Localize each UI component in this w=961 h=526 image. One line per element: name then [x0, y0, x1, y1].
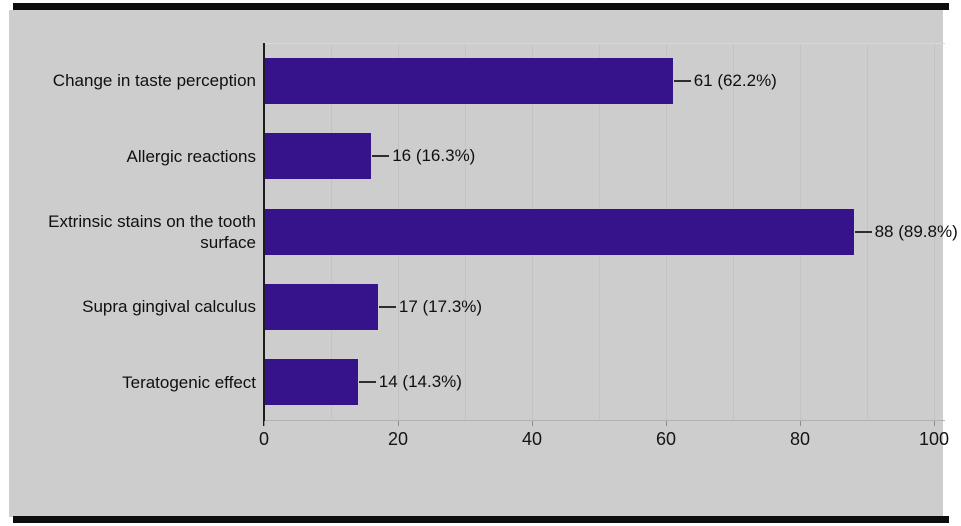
x-tick-label: 20: [387, 429, 409, 449]
bar: [264, 133, 372, 180]
callout-line: [358, 381, 376, 384]
category-label: Change in taste perception: [52, 71, 256, 91]
x-tick-label: 60: [655, 429, 677, 449]
x-tick: [532, 421, 533, 426]
plot-top-border: [264, 43, 945, 44]
bar: [264, 359, 358, 406]
value-label: 61 (62.2%): [693, 70, 777, 90]
category-label: Allergic reactions: [126, 146, 256, 166]
bar: [264, 57, 673, 104]
chart-panel: Change in taste perception 61 (62.2%) Alle…: [9, 10, 958, 517]
x-tick: [800, 421, 801, 426]
callout-line: [854, 230, 872, 233]
callout-line: [673, 79, 691, 82]
x-tick-label: 40: [521, 429, 543, 449]
value-label: 88 (89.8%): [874, 221, 958, 241]
category-label: Extrinsic stains on the tooth surface: [48, 211, 256, 252]
bar-chart: Change in taste perception 61 (62.2%) Alle…: [9, 10, 958, 517]
x-tick-label: 100: [918, 429, 950, 449]
x-tick-label: 0: [258, 429, 269, 449]
x-tick: [934, 421, 935, 426]
bar: [264, 283, 378, 330]
value-label: 17 (17.3%): [398, 296, 483, 316]
gridline: [934, 43, 935, 420]
x-axis-line: [264, 420, 945, 421]
callout-line: [372, 155, 390, 158]
category-label: Supra gingival calculus: [82, 297, 256, 317]
x-tick-label: 80: [789, 429, 811, 449]
x-tick: [398, 421, 399, 426]
x-tick: [666, 421, 667, 426]
callout-line: [378, 305, 396, 308]
category-label: Teratogenic effect: [122, 372, 256, 392]
y-axis-line: [263, 43, 265, 426]
value-label: 14 (14.3%): [378, 372, 462, 392]
letterbox-band-bottom: [13, 516, 949, 523]
value-label: 16 (16.3%): [392, 146, 476, 166]
letterbox-band-top: [13, 3, 949, 10]
bar: [264, 208, 854, 255]
x-tick: [264, 421, 265, 426]
